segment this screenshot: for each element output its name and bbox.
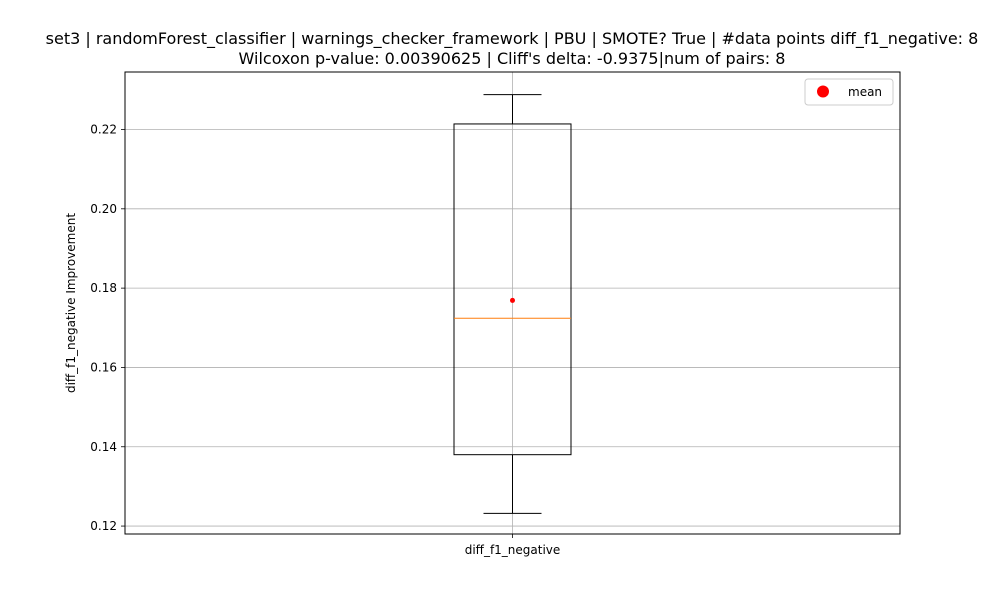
- x-tick-label: diff_f1_negative: [465, 543, 561, 557]
- y-axis-ticks: 0.12 0.14 0.16 0.18 0.20 0.22: [90, 123, 125, 533]
- interquartile-box: [453, 123, 572, 456]
- y-tick-label: 0.18: [90, 281, 117, 295]
- mean-marker: [510, 297, 515, 303]
- legend-mean-label: mean: [848, 85, 882, 99]
- y-tick-label: 0.12: [90, 519, 117, 533]
- y-tick-label: 0.22: [90, 123, 117, 137]
- legend: mean: [804, 78, 894, 106]
- box-elements: [453, 94, 572, 514]
- chart-title-line1: set3 | randomForest_classifier | warning…: [46, 29, 979, 49]
- y-tick-label: 0.16: [90, 360, 117, 374]
- y-tick-label: 0.20: [90, 202, 117, 216]
- legend-frame: [804, 78, 894, 106]
- x-axis-ticks: diff_f1_negative: [465, 534, 561, 557]
- y-tick-label: 0.14: [90, 440, 117, 454]
- legend-mean-marker: [817, 85, 829, 98]
- y-axis-label: diff_f1_negative Improvement: [64, 213, 78, 393]
- chart-title-line2: Wilcoxon p-value: 0.00390625 | Cliff's d…: [239, 49, 786, 68]
